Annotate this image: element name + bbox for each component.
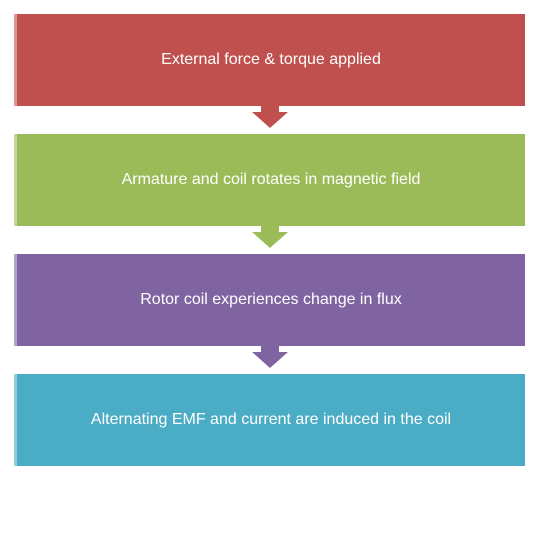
step-label: Rotor coil experiences change in flux [140, 291, 401, 309]
arrow-down-icon [252, 352, 288, 368]
step-box-4: Alternating EMF and current are induced … [14, 374, 525, 466]
arrow-down-icon [252, 112, 288, 128]
step-box-2: Armature and coil rotates in magnetic fi… [14, 134, 525, 226]
step-box-1: External force & torque applied [14, 14, 525, 106]
step-label: Alternating EMF and current are induced … [91, 411, 451, 429]
arrow-down-icon [252, 232, 288, 248]
step-box-3: Rotor coil experiences change in flux [14, 254, 525, 346]
step-label: External force & torque applied [161, 51, 381, 69]
step-label: Armature and coil rotates in magnetic fi… [122, 171, 421, 189]
